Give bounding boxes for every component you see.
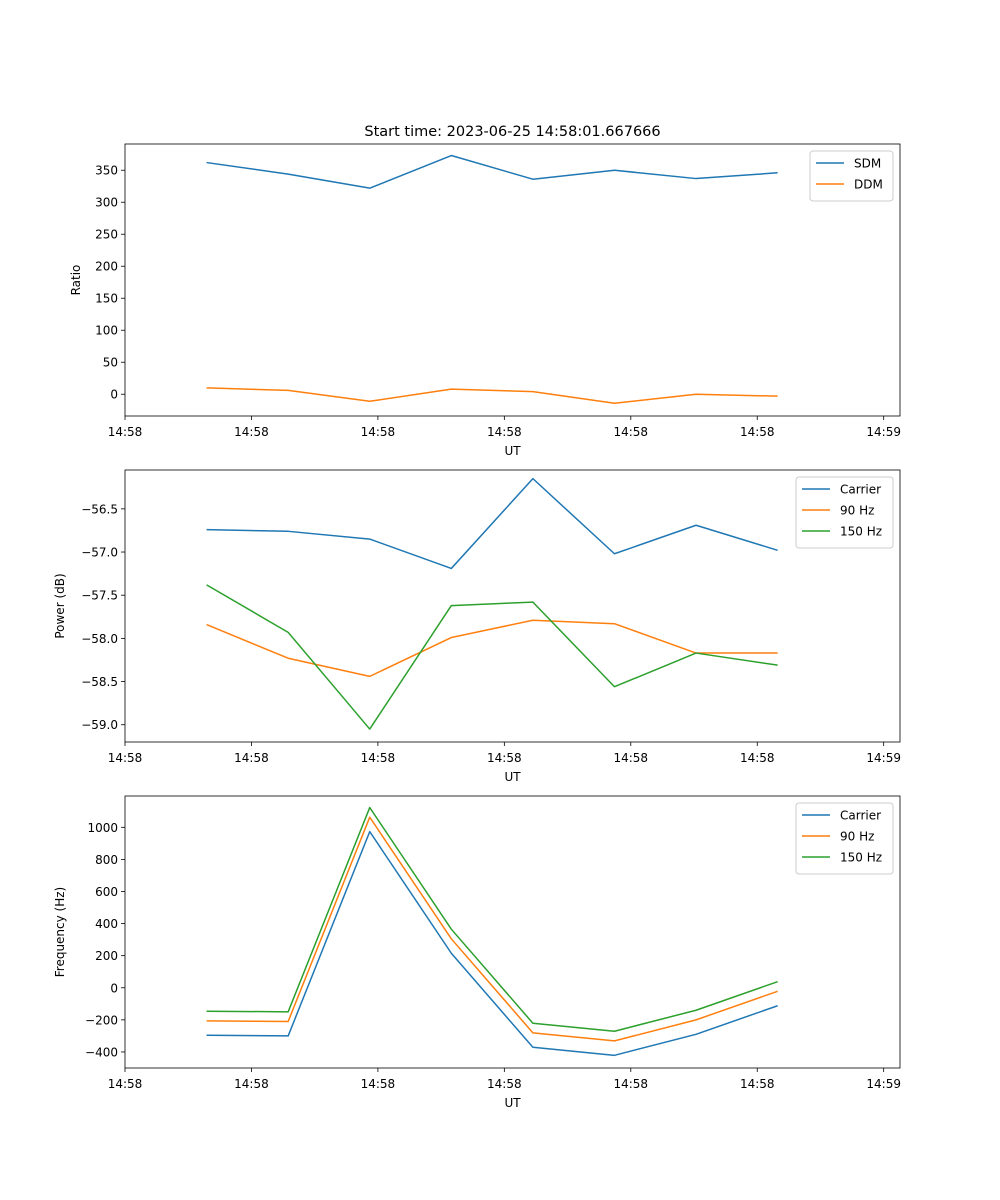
power-series-line-150-hz <box>206 584 778 730</box>
power-x-tick-label: 14:58 <box>740 751 775 765</box>
power-y-tick-label: −57.5 <box>81 589 118 603</box>
ratio-y-tick-label: 350 <box>95 164 118 178</box>
frequency-y-tick-label: 1000 <box>87 821 118 835</box>
ratio-x-tick-label: 14:58 <box>613 425 648 439</box>
power-y-tick-label: −58.0 <box>81 632 118 646</box>
power-y-tick-label: −58.5 <box>81 675 118 689</box>
figure-title: Start time: 2023-06-25 14:58:01.667666 <box>364 124 660 140</box>
panel-power: 14:58 14:58 14:58 14:58 14:58 14:58 14:59 −59.0… <box>53 469 901 784</box>
power-x-tick-label: 14:58 <box>234 751 269 765</box>
ratio-x-tick-label: 14:58 <box>108 425 143 439</box>
frequency-y-tick-label: −200 <box>85 1013 118 1027</box>
power-x-tick-label: 14:58 <box>487 751 522 765</box>
power-legend: Carrier 90 Hz 150 Hz <box>795 476 894 549</box>
frequency-x-tick-label: 14:58 <box>487 1077 522 1091</box>
frequency-y-axis-label: Frequency (Hz) <box>53 887 67 978</box>
power-x-tick-label: 14:58 <box>108 751 143 765</box>
ratio-x-tick-label: 14:58 <box>487 425 522 439</box>
frequency-legend-label: 90 Hz <box>840 830 874 844</box>
power-axes-frame <box>124 469 901 743</box>
frequency-x-tick-label: 14:59 <box>866 1077 901 1091</box>
frequency-series-line-150-hz <box>206 806 778 1032</box>
frequency-x-tick-label: 14:58 <box>234 1077 269 1091</box>
frequency-y-tick-label: −400 <box>85 1045 118 1059</box>
ratio-series-line-sdm <box>206 154 778 189</box>
ratio-x-tick-label: 14:58 <box>740 425 775 439</box>
frequency-axes-frame <box>124 795 901 1069</box>
power-series-line-90-hz <box>206 619 778 678</box>
frequency-legend-label: Carrier <box>840 809 881 823</box>
frequency-y-tick-label: 200 <box>95 949 118 963</box>
frequency-legend-label: 150 Hz <box>840 851 882 865</box>
frequency-y-tick-label: 400 <box>95 917 118 931</box>
ratio-legend-label: SDM <box>854 157 881 171</box>
frequency-legend: Carrier 90 Hz 150 Hz <box>795 802 894 875</box>
power-series-line-carrier <box>206 477 778 570</box>
ratio-x-tick-label: 14:58 <box>361 425 396 439</box>
power-legend-label: Carrier <box>840 483 881 497</box>
ratio-axes-frame <box>124 143 901 417</box>
ratio-y-tick-label: 200 <box>95 260 118 274</box>
ratio-y-tick-label: 300 <box>95 196 118 210</box>
frequency-y-tick-label: 800 <box>95 853 118 867</box>
frequency-y-tick-label: 0 <box>110 981 118 995</box>
ratio-legend: SDM DDM <box>809 150 894 202</box>
power-legend-label: 150 Hz <box>840 525 882 539</box>
power-x-tick-label: 14:59 <box>866 751 901 765</box>
ratio-y-axis-label: Ratio <box>69 265 83 296</box>
power-x-tick-label: 14:58 <box>361 751 396 765</box>
frequency-x-tick-label: 14:58 <box>740 1077 775 1091</box>
ratio-series-line-ddm <box>206 387 778 404</box>
panel-ratio: 14:58 14:58 14:58 14:58 14:58 14:58 14:59 0 50 10… <box>69 143 901 458</box>
ratio-y-tick-label: 150 <box>95 292 118 306</box>
ratio-x-tick-label: 14:59 <box>866 425 901 439</box>
ratio-y-tick-label: 100 <box>95 324 118 338</box>
frequency-y-tick-label: 600 <box>95 885 118 899</box>
power-x-tick-label: 14:58 <box>613 751 648 765</box>
power-y-tick-label: −59.0 <box>81 718 118 732</box>
ratio-x-axis-label: UT <box>504 444 521 458</box>
ratio-y-tick-label: 250 <box>95 228 118 242</box>
power-x-axis-label: UT <box>504 770 521 784</box>
ratio-y-tick-label: 0 <box>110 388 118 402</box>
frequency-x-axis-label: UT <box>504 1096 521 1110</box>
power-y-tick-label: −57.0 <box>81 546 118 560</box>
power-legend-label: 90 Hz <box>840 504 874 518</box>
frequency-x-tick-label: 14:58 <box>613 1077 648 1091</box>
power-y-axis-label: Power (dB) <box>53 573 67 638</box>
frequency-x-tick-label: 14:58 <box>108 1077 143 1091</box>
frequency-x-tick-label: 14:58 <box>361 1077 396 1091</box>
frequency-series-line-90-hz <box>206 816 778 1042</box>
ratio-y-tick-label: 50 <box>103 356 118 370</box>
frequency-series-line-carrier <box>206 830 778 1057</box>
panel-frequency: 14:58 14:58 14:58 14:58 14:58 14:58 14:59 −400 −… <box>53 795 901 1110</box>
ratio-legend-label: DDM <box>854 178 883 192</box>
power-y-tick-label: −56.5 <box>81 502 118 516</box>
ratio-x-tick-label: 14:58 <box>234 425 269 439</box>
